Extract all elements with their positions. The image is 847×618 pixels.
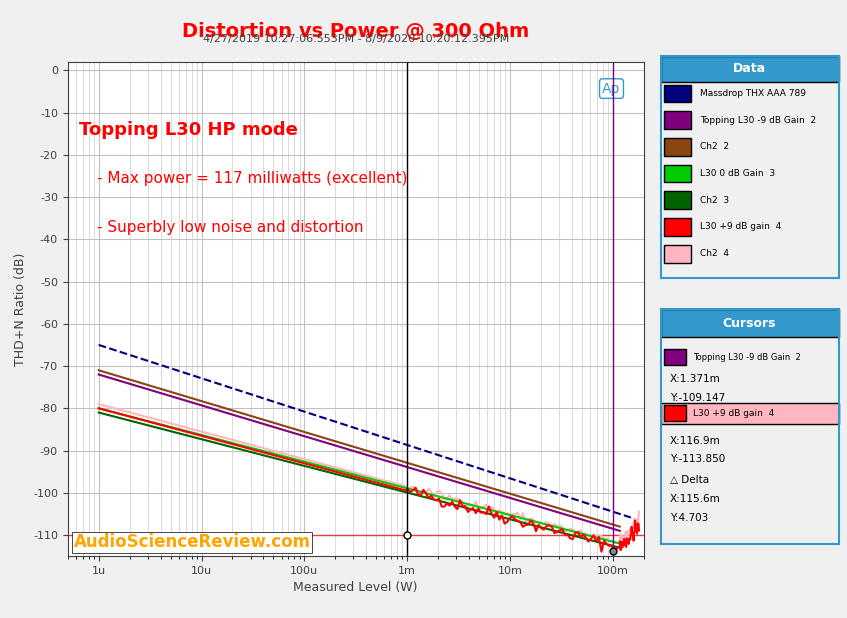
Text: Data: Data bbox=[733, 62, 767, 75]
Text: Ap: Ap bbox=[602, 82, 621, 96]
FancyBboxPatch shape bbox=[661, 403, 839, 424]
FancyBboxPatch shape bbox=[664, 192, 691, 209]
Text: X:116.9m: X:116.9m bbox=[670, 436, 720, 446]
FancyBboxPatch shape bbox=[661, 56, 839, 82]
Text: AudioScienceReview.com: AudioScienceReview.com bbox=[74, 533, 311, 551]
Text: L30 0 dB Gain  3: L30 0 dB Gain 3 bbox=[700, 169, 775, 178]
Text: Y:4.703: Y:4.703 bbox=[670, 513, 708, 523]
Text: X:115.6m: X:115.6m bbox=[670, 494, 720, 504]
Text: Topping L30 -9 dB Gain  2: Topping L30 -9 dB Gain 2 bbox=[693, 353, 800, 362]
Text: - Max power = 117 milliwatts (excellent): - Max power = 117 milliwatts (excellent) bbox=[97, 171, 407, 185]
X-axis label: Measured Level (W): Measured Level (W) bbox=[294, 582, 418, 595]
FancyBboxPatch shape bbox=[664, 111, 691, 129]
Text: △ Delta: △ Delta bbox=[670, 475, 709, 485]
FancyBboxPatch shape bbox=[664, 349, 685, 365]
FancyBboxPatch shape bbox=[664, 218, 691, 236]
Text: L30 +9 dB gain  4: L30 +9 dB gain 4 bbox=[693, 408, 774, 418]
Text: 4/27/2019 10:27:06.553PM - 8/9/2020 10:20:12.395PM: 4/27/2019 10:27:06.553PM - 8/9/2020 10:2… bbox=[202, 34, 509, 44]
Text: Y:-113.850: Y:-113.850 bbox=[670, 454, 725, 464]
Text: L30 +9 dB gain  4: L30 +9 dB gain 4 bbox=[700, 222, 781, 231]
FancyBboxPatch shape bbox=[661, 309, 839, 337]
Text: Ch2  2: Ch2 2 bbox=[700, 142, 728, 151]
Text: Ch2  3: Ch2 3 bbox=[700, 196, 729, 205]
Text: Ch2  4: Ch2 4 bbox=[700, 249, 728, 258]
Y-axis label: THD+N Ratio (dB): THD+N Ratio (dB) bbox=[14, 252, 27, 366]
Text: Massdrop THX AAA 789: Massdrop THX AAA 789 bbox=[700, 89, 805, 98]
FancyBboxPatch shape bbox=[664, 164, 691, 182]
FancyBboxPatch shape bbox=[664, 138, 691, 156]
FancyBboxPatch shape bbox=[664, 85, 691, 103]
Text: Cursors: Cursors bbox=[722, 316, 777, 329]
Text: Distortion vs Power @ 300 Ohm: Distortion vs Power @ 300 Ohm bbox=[182, 22, 529, 41]
Text: X:1.371m: X:1.371m bbox=[670, 375, 720, 384]
Text: Topping L30 -9 dB Gain  2: Topping L30 -9 dB Gain 2 bbox=[700, 116, 816, 125]
Text: Y:-109.147: Y:-109.147 bbox=[670, 393, 725, 403]
Text: Topping L30 HP mode: Topping L30 HP mode bbox=[80, 121, 298, 139]
FancyBboxPatch shape bbox=[664, 405, 685, 420]
FancyBboxPatch shape bbox=[664, 245, 691, 263]
Text: - Superbly low noise and distortion: - Superbly low noise and distortion bbox=[97, 220, 363, 235]
